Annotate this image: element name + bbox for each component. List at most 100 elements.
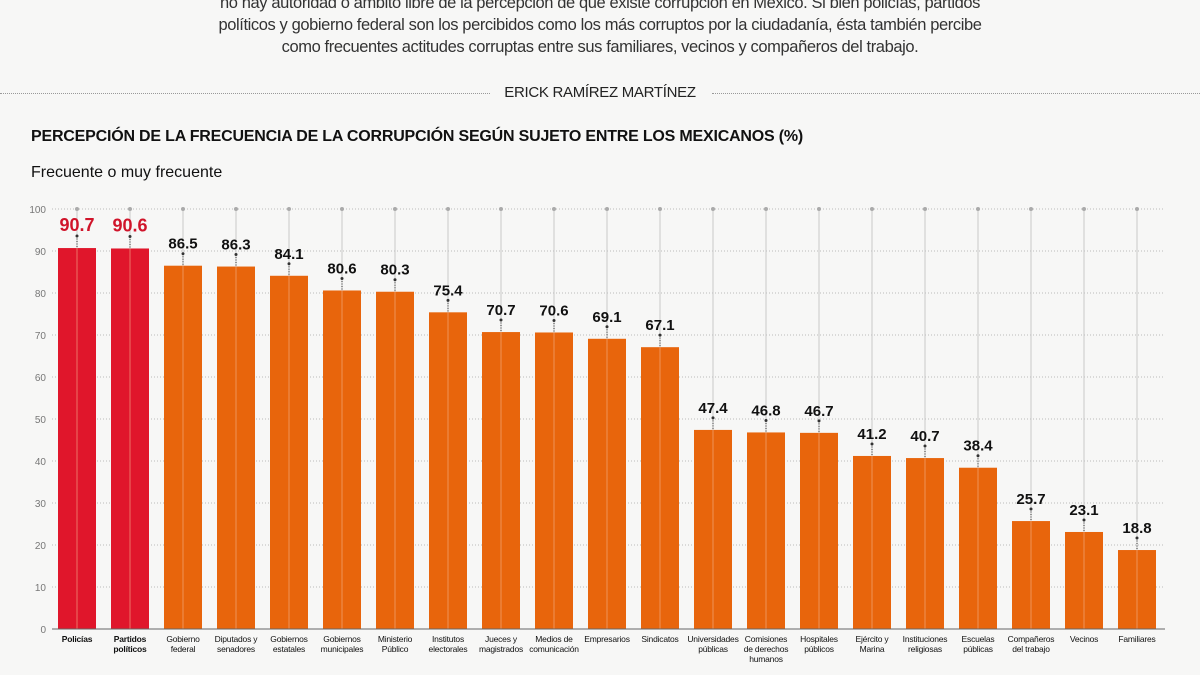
y-tick-label: 90: [35, 247, 47, 258]
y-tick-label: 70: [35, 331, 47, 342]
x-tick-label: Diputados y senadores: [215, 634, 259, 654]
guide-dot: [923, 207, 927, 211]
guide-dot: [181, 207, 185, 211]
data-label: 80.6: [327, 260, 356, 277]
data-label: 70.6: [539, 302, 568, 319]
label-dot: [1082, 518, 1086, 522]
y-tick-label: 60: [35, 373, 47, 384]
guide-dot: [1082, 207, 1086, 211]
data-label: 25.7: [1016, 491, 1045, 508]
label-dot: [552, 318, 556, 322]
guide-dot: [605, 207, 609, 211]
data-label: 46.8: [751, 402, 780, 419]
data-label: 90.7: [59, 215, 94, 235]
y-tick-label: 40: [35, 457, 47, 468]
label-dot: [181, 252, 185, 256]
intro-line: políticos y gobierno federal son los per…: [218, 16, 982, 34]
x-tick-label: Vecinos: [1070, 634, 1098, 644]
data-label: 46.7: [804, 403, 833, 420]
data-label: 47.4: [698, 400, 728, 417]
guide-dot: [75, 207, 79, 211]
label-dot: [234, 253, 238, 257]
x-tick-label: Ministerio Público: [378, 634, 413, 654]
guide-dot: [711, 207, 715, 211]
divider: [0, 93, 490, 94]
x-tick-label: Instituciones religiosas: [903, 634, 948, 654]
data-label: 41.2: [857, 426, 886, 443]
x-tick-label: Comisiones de derechos humanos: [744, 634, 789, 664]
x-tick-label: Compañeros del trabajo: [1008, 634, 1055, 654]
data-label: 18.8: [1122, 520, 1151, 537]
y-tick-label: 20: [35, 541, 47, 552]
guide-dot: [658, 207, 662, 211]
data-label: 86.3: [221, 237, 250, 254]
byline: ERICK RAMÍREZ MARTÍNEZ: [0, 84, 1200, 102]
x-tick-label: Universidades públicas: [687, 634, 738, 654]
author: ERICK RAMÍREZ MARTÍNEZ: [504, 84, 696, 101]
label-dot: [817, 419, 821, 423]
data-label: 40.7: [910, 428, 939, 445]
label-dot: [287, 262, 291, 266]
x-tick-label: Gobierno federal: [166, 634, 200, 654]
label-dot: [764, 418, 768, 422]
x-tick-label: Partidos políticos: [113, 634, 147, 654]
y-tick-label: 0: [40, 625, 46, 636]
y-tick-label: 100: [29, 205, 46, 216]
guide-dot: [234, 207, 238, 211]
label-dot: [393, 278, 397, 282]
guide-dot: [499, 207, 503, 211]
guide-dot: [1029, 207, 1033, 211]
data-label: 69.1: [592, 309, 621, 326]
x-tick-label: Institutos electorales: [429, 634, 468, 654]
x-tick-label: Hospitales públicos: [800, 634, 838, 654]
y-tick-label: 80: [35, 289, 47, 300]
label-dot: [658, 333, 662, 337]
label-dot: [1029, 507, 1033, 511]
x-tick-label: Familiares: [1118, 634, 1155, 644]
guide-dot: [393, 207, 397, 211]
data-label: 90.6: [112, 215, 147, 235]
y-tick-label: 10: [35, 583, 47, 594]
label-dot: [340, 276, 344, 280]
data-label: 80.3: [380, 262, 409, 279]
label-dot: [976, 454, 980, 458]
x-tick-label: Jueces y magistrados: [479, 634, 523, 654]
intro-line: no hay autoridad o ámbito libre de la pe…: [220, 0, 980, 12]
intro-text: no hay autoridad o ámbito libre de la pe…: [0, 0, 1200, 58]
label-dot: [499, 318, 503, 322]
data-label: 70.7: [486, 302, 515, 319]
guide-dot: [552, 207, 556, 211]
guide-dot: [764, 207, 768, 211]
x-tick-label: Policías: [62, 634, 93, 644]
guide-dot: [287, 207, 291, 211]
label-dot: [446, 298, 450, 302]
data-label: 38.4: [963, 438, 993, 455]
label-dot: [1135, 536, 1139, 540]
guide-dot: [446, 207, 450, 211]
chart-subtitle: Frecuente o muy frecuente: [31, 164, 223, 181]
x-tick-label: Ejército y Marina: [856, 634, 890, 654]
data-label: 84.1: [274, 246, 303, 263]
x-tick-label: Escuelas públicas: [962, 634, 995, 654]
intro-line: como frecuentes actitudes corruptas entr…: [281, 38, 919, 56]
chart-title: PERCEPCIÓN DE LA FRECUENCIA DE LA CORRUP…: [31, 128, 804, 145]
x-tick-label: Medios de comunicación: [529, 634, 579, 654]
x-tick-label: Gobiernos estatales: [270, 634, 307, 654]
label-dot: [711, 416, 715, 420]
y-tick-label: 50: [35, 415, 47, 426]
x-tick-label: Gobiernos municipales: [321, 634, 364, 654]
data-label: 75.4: [433, 282, 463, 299]
label-dot: [75, 234, 79, 238]
label-dot: [605, 325, 609, 329]
guide-dot: [1135, 207, 1139, 211]
label-dot: [923, 444, 927, 448]
label-dot: [870, 442, 874, 446]
x-tick-label: Empresarios: [584, 634, 630, 644]
data-label: 67.1: [645, 317, 674, 334]
divider: [712, 93, 1200, 94]
label-dot: [128, 234, 132, 238]
data-label: 23.1: [1069, 502, 1098, 519]
guide-dot: [340, 207, 344, 211]
guide-dot: [870, 207, 874, 211]
